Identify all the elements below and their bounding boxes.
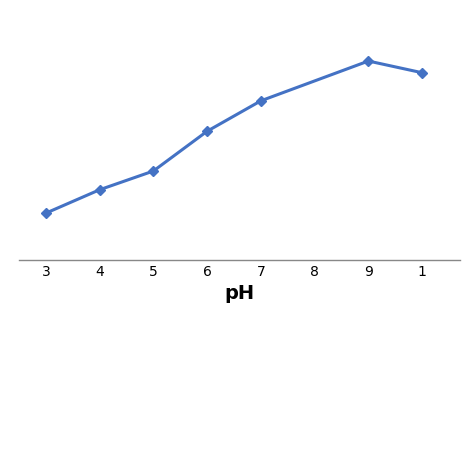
X-axis label: pH: pH bbox=[224, 284, 255, 303]
